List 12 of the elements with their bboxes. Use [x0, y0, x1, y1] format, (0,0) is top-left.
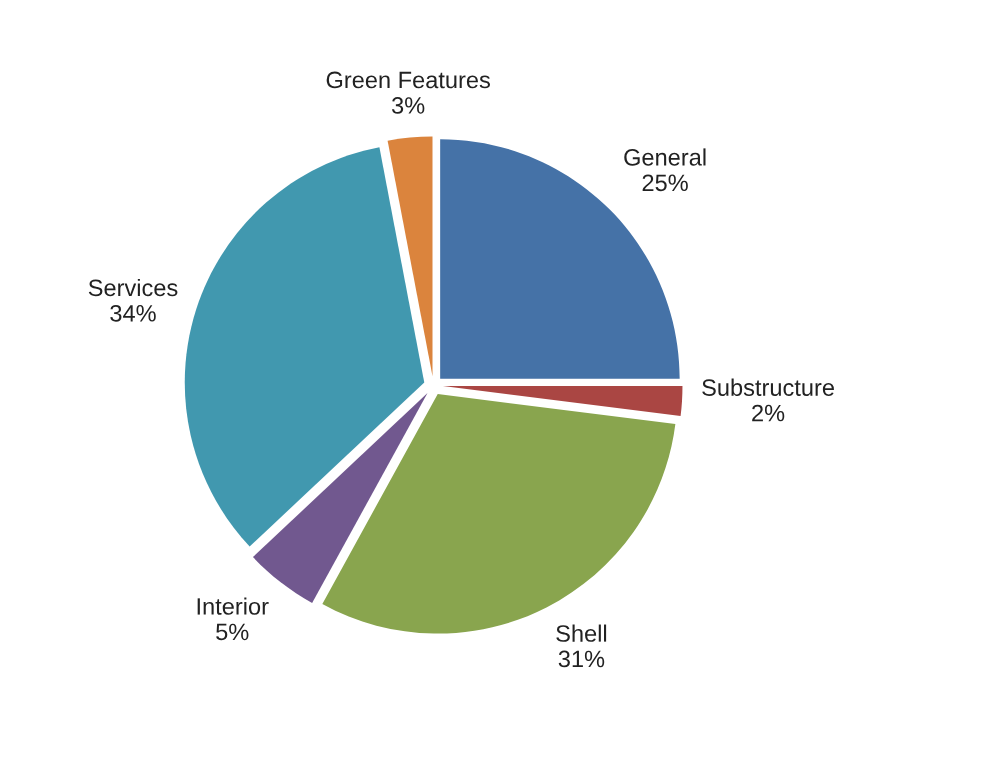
slice-label: General	[624, 148, 706, 166]
data-label: 2%	[752, 404, 785, 422]
slice-label: Interior	[197, 597, 269, 615]
data-label: 25%	[642, 174, 688, 192]
slice-label: Green Features	[326, 71, 490, 89]
slice-label: Substructure	[702, 378, 834, 396]
slice-label: Services	[88, 278, 178, 297]
data-label: 5%	[216, 623, 249, 641]
data-label: 31%	[558, 650, 605, 668]
data-label: 3%	[391, 97, 425, 114]
slice-label: Shell	[556, 624, 607, 642]
data-label: 34%	[110, 304, 156, 322]
